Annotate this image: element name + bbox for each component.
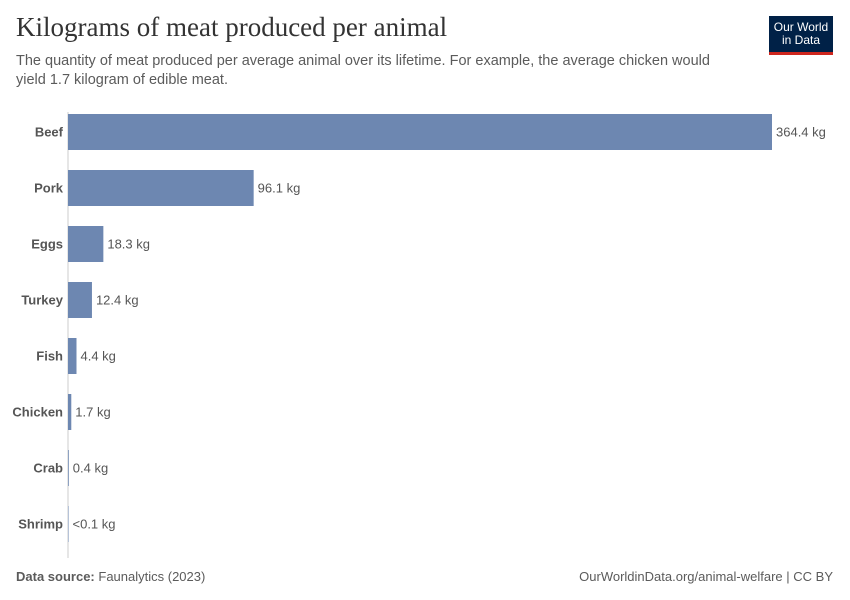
value-label: 18.3 kg [107,237,150,252]
bar-crab [68,450,69,486]
category-label: Beef [35,125,64,140]
category-label: Fish [36,349,63,364]
source-label: Data source: [16,569,95,584]
category-label: Crab [33,461,63,476]
category-label: Chicken [12,405,63,420]
bar-chicken [68,394,72,430]
data-source: Data source: Faunalytics (2023) [16,569,205,584]
chart-subtitle: The quantity of meat produced per averag… [16,53,710,88]
value-label: 12.4 kg [96,293,139,308]
category-label: Turkey [21,293,63,308]
category-label: Pork [34,181,64,196]
value-label: 364.4 kg [776,125,826,140]
bar-eggs [68,226,104,262]
logo-line-1: Our World [773,20,829,34]
bar-shrimp [68,506,69,542]
category-label: Eggs [31,237,63,252]
source-link[interactable]: Faunalytics (2023) [98,569,206,584]
value-label: 1.7 kg [75,405,110,420]
bar-beef [68,114,772,150]
credit-link[interactable]: OurWorldinData.org/animal-welfare | CC B… [579,569,833,584]
value-label: 96.1 kg [258,181,301,196]
value-label: 0.4 kg [73,461,108,476]
bar-fish [68,338,77,374]
chart-title: Kilograms of meat produced per animal [16,12,448,42]
bar-turkey [68,282,92,318]
category-label: Shrimp [18,517,63,532]
bar-pork [68,170,254,206]
logo-line-2: in Data [781,33,821,47]
value-label: 4.4 kg [81,349,116,364]
value-label: <0.1 kg [73,517,116,532]
owid-logo[interactable]: Our World in Data [769,16,833,55]
